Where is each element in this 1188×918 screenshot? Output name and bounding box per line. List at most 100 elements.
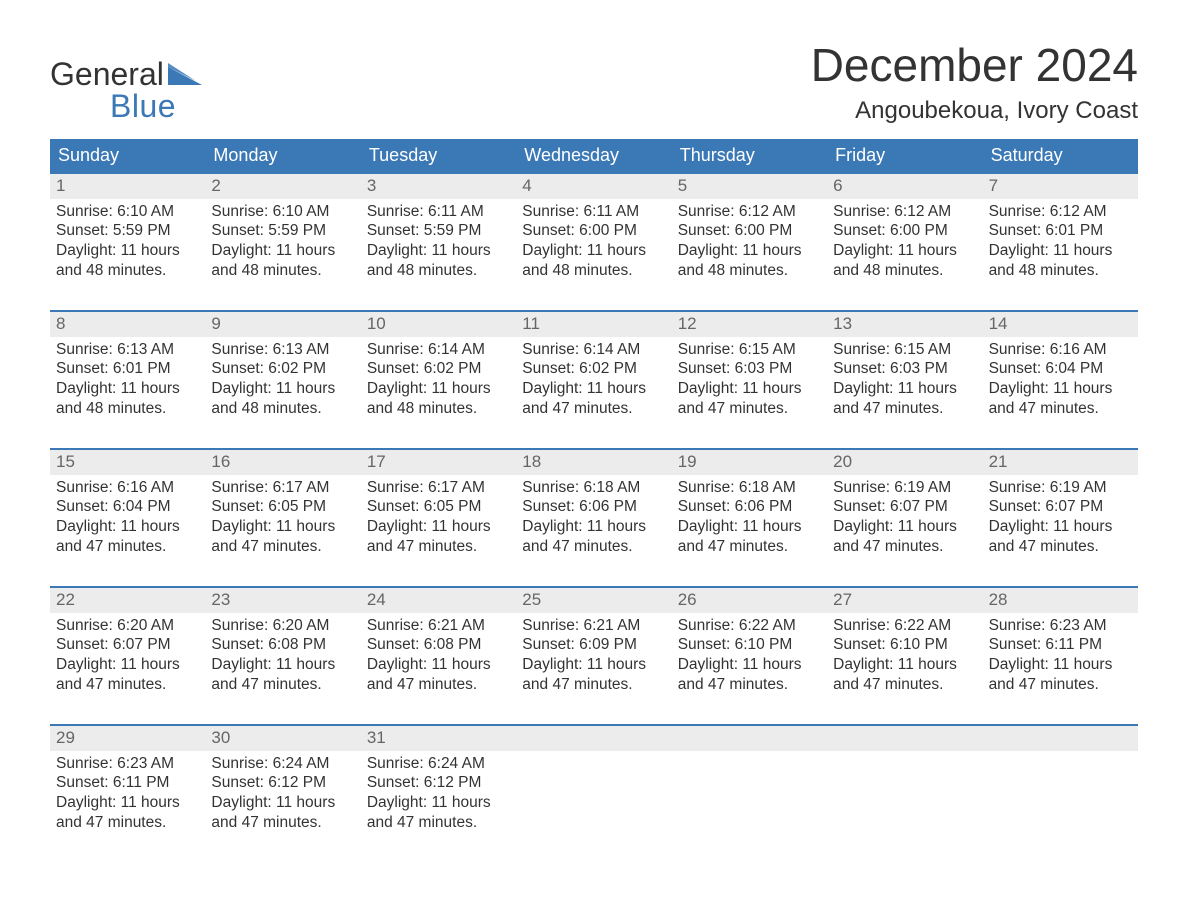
sunrise-text: Sunrise: 6:10 AM bbox=[211, 202, 354, 222]
daylight-line2: and 47 minutes. bbox=[211, 675, 354, 695]
date-number: 8 bbox=[50, 312, 205, 337]
daylight-line2: and 47 minutes. bbox=[211, 813, 354, 833]
calendar-grid: Sunday Monday Tuesday Wednesday Thursday… bbox=[50, 139, 1138, 844]
daylight-line2: and 47 minutes. bbox=[211, 537, 354, 557]
day-details: Sunrise: 6:14 AMSunset: 6:02 PMDaylight:… bbox=[516, 337, 671, 423]
day-cell: 13Sunrise: 6:15 AMSunset: 6:03 PMDayligh… bbox=[827, 312, 982, 430]
daylight-line2: and 47 minutes. bbox=[56, 537, 199, 557]
daylight-line1: Daylight: 11 hours bbox=[522, 241, 665, 261]
day-cell: 21Sunrise: 6:19 AMSunset: 6:07 PMDayligh… bbox=[983, 450, 1138, 568]
daylight-line2: and 47 minutes. bbox=[989, 399, 1132, 419]
day-cell: 27Sunrise: 6:22 AMSunset: 6:10 PMDayligh… bbox=[827, 588, 982, 706]
daylight-line1: Daylight: 11 hours bbox=[367, 241, 510, 261]
day-cell: 4Sunrise: 6:11 AMSunset: 6:00 PMDaylight… bbox=[516, 174, 671, 292]
date-number: 12 bbox=[672, 312, 827, 337]
sunrise-text: Sunrise: 6:11 AM bbox=[367, 202, 510, 222]
daylight-line1: Daylight: 11 hours bbox=[833, 517, 976, 537]
sunrise-text: Sunrise: 6:19 AM bbox=[989, 478, 1132, 498]
day-details: Sunrise: 6:20 AMSunset: 6:07 PMDaylight:… bbox=[50, 613, 205, 699]
sunset-text: Sunset: 6:12 PM bbox=[211, 773, 354, 793]
week-row: 1Sunrise: 6:10 AMSunset: 5:59 PMDaylight… bbox=[50, 174, 1138, 292]
daylight-line2: and 47 minutes. bbox=[833, 537, 976, 557]
date-number: 15 bbox=[50, 450, 205, 475]
sunrise-text: Sunrise: 6:11 AM bbox=[522, 202, 665, 222]
day-cell bbox=[983, 726, 1138, 844]
daylight-line1: Daylight: 11 hours bbox=[833, 241, 976, 261]
date-number: 29 bbox=[50, 726, 205, 751]
sunrise-text: Sunrise: 6:17 AM bbox=[211, 478, 354, 498]
sunset-text: Sunset: 5:59 PM bbox=[367, 221, 510, 241]
sunset-text: Sunset: 6:01 PM bbox=[989, 221, 1132, 241]
sunset-text: Sunset: 6:02 PM bbox=[367, 359, 510, 379]
daylight-line1: Daylight: 11 hours bbox=[211, 655, 354, 675]
sunrise-text: Sunrise: 6:17 AM bbox=[367, 478, 510, 498]
sunrise-text: Sunrise: 6:21 AM bbox=[522, 616, 665, 636]
date-number: 30 bbox=[205, 726, 360, 751]
day-details: Sunrise: 6:20 AMSunset: 6:08 PMDaylight:… bbox=[205, 613, 360, 699]
sunrise-text: Sunrise: 6:23 AM bbox=[56, 754, 199, 774]
day-details: Sunrise: 6:11 AMSunset: 6:00 PMDaylight:… bbox=[516, 199, 671, 285]
daylight-line1: Daylight: 11 hours bbox=[833, 655, 976, 675]
daylight-line1: Daylight: 11 hours bbox=[678, 655, 821, 675]
daylight-line1: Daylight: 11 hours bbox=[522, 517, 665, 537]
day-details: Sunrise: 6:18 AMSunset: 6:06 PMDaylight:… bbox=[672, 475, 827, 561]
daylight-line1: Daylight: 11 hours bbox=[367, 655, 510, 675]
daylight-line2: and 48 minutes. bbox=[367, 261, 510, 281]
week-row: 22Sunrise: 6:20 AMSunset: 6:07 PMDayligh… bbox=[50, 586, 1138, 706]
date-number: 5 bbox=[672, 174, 827, 199]
sunrise-text: Sunrise: 6:22 AM bbox=[678, 616, 821, 636]
header-row: General Blue December 2024 Angoubekoua, … bbox=[50, 40, 1138, 125]
calendar-page: General Blue December 2024 Angoubekoua, … bbox=[0, 0, 1188, 874]
daylight-line2: and 48 minutes. bbox=[833, 261, 976, 281]
day-cell: 6Sunrise: 6:12 AMSunset: 6:00 PMDaylight… bbox=[827, 174, 982, 292]
daylight-line2: and 47 minutes. bbox=[367, 813, 510, 833]
date-number: 17 bbox=[361, 450, 516, 475]
sunset-text: Sunset: 6:11 PM bbox=[56, 773, 199, 793]
date-number: 13 bbox=[827, 312, 982, 337]
day-cell: 15Sunrise: 6:16 AMSunset: 6:04 PMDayligh… bbox=[50, 450, 205, 568]
day-details: Sunrise: 6:17 AMSunset: 6:05 PMDaylight:… bbox=[361, 475, 516, 561]
day-details: Sunrise: 6:12 AMSunset: 6:01 PMDaylight:… bbox=[983, 199, 1138, 285]
daylight-line2: and 47 minutes. bbox=[678, 675, 821, 695]
date-number: 7 bbox=[983, 174, 1138, 199]
sunset-text: Sunset: 6:00 PM bbox=[522, 221, 665, 241]
daylight-line2: and 47 minutes. bbox=[833, 399, 976, 419]
brand-logo: General Blue bbox=[50, 58, 202, 122]
daylight-line1: Daylight: 11 hours bbox=[211, 517, 354, 537]
daylight-line1: Daylight: 11 hours bbox=[833, 379, 976, 399]
date-number: 23 bbox=[205, 588, 360, 613]
sunset-text: Sunset: 6:03 PM bbox=[833, 359, 976, 379]
day-cell: 7Sunrise: 6:12 AMSunset: 6:01 PMDaylight… bbox=[983, 174, 1138, 292]
daylight-line1: Daylight: 11 hours bbox=[989, 655, 1132, 675]
day-cell: 3Sunrise: 6:11 AMSunset: 5:59 PMDaylight… bbox=[361, 174, 516, 292]
sunset-text: Sunset: 6:05 PM bbox=[367, 497, 510, 517]
day-details: Sunrise: 6:19 AMSunset: 6:07 PMDaylight:… bbox=[827, 475, 982, 561]
sunset-text: Sunset: 6:06 PM bbox=[522, 497, 665, 517]
sunrise-text: Sunrise: 6:12 AM bbox=[833, 202, 976, 222]
day-cell bbox=[672, 726, 827, 844]
daylight-line1: Daylight: 11 hours bbox=[367, 517, 510, 537]
daylight-line1: Daylight: 11 hours bbox=[989, 241, 1132, 261]
empty-date-bar bbox=[672, 726, 827, 751]
weekday-tuesday: Tuesday bbox=[361, 139, 516, 174]
daylight-line2: and 47 minutes. bbox=[833, 675, 976, 695]
day-details: Sunrise: 6:10 AMSunset: 5:59 PMDaylight:… bbox=[50, 199, 205, 285]
sunrise-text: Sunrise: 6:18 AM bbox=[678, 478, 821, 498]
date-number: 4 bbox=[516, 174, 671, 199]
daylight-line2: and 48 minutes. bbox=[678, 261, 821, 281]
date-number: 11 bbox=[516, 312, 671, 337]
brand-word1: General bbox=[50, 58, 164, 90]
day-details: Sunrise: 6:10 AMSunset: 5:59 PMDaylight:… bbox=[205, 199, 360, 285]
empty-date-bar bbox=[516, 726, 671, 751]
daylight-line2: and 47 minutes. bbox=[522, 399, 665, 419]
day-details: Sunrise: 6:12 AMSunset: 6:00 PMDaylight:… bbox=[827, 199, 982, 285]
date-number: 6 bbox=[827, 174, 982, 199]
day-cell: 30Sunrise: 6:24 AMSunset: 6:12 PMDayligh… bbox=[205, 726, 360, 844]
day-details: Sunrise: 6:24 AMSunset: 6:12 PMDaylight:… bbox=[205, 751, 360, 837]
date-number: 19 bbox=[672, 450, 827, 475]
location-label: Angoubekoua, Ivory Coast bbox=[811, 97, 1138, 125]
week-row: 15Sunrise: 6:16 AMSunset: 6:04 PMDayligh… bbox=[50, 448, 1138, 568]
daylight-line1: Daylight: 11 hours bbox=[211, 241, 354, 261]
day-details: Sunrise: 6:24 AMSunset: 6:12 PMDaylight:… bbox=[361, 751, 516, 837]
day-details: Sunrise: 6:22 AMSunset: 6:10 PMDaylight:… bbox=[827, 613, 982, 699]
